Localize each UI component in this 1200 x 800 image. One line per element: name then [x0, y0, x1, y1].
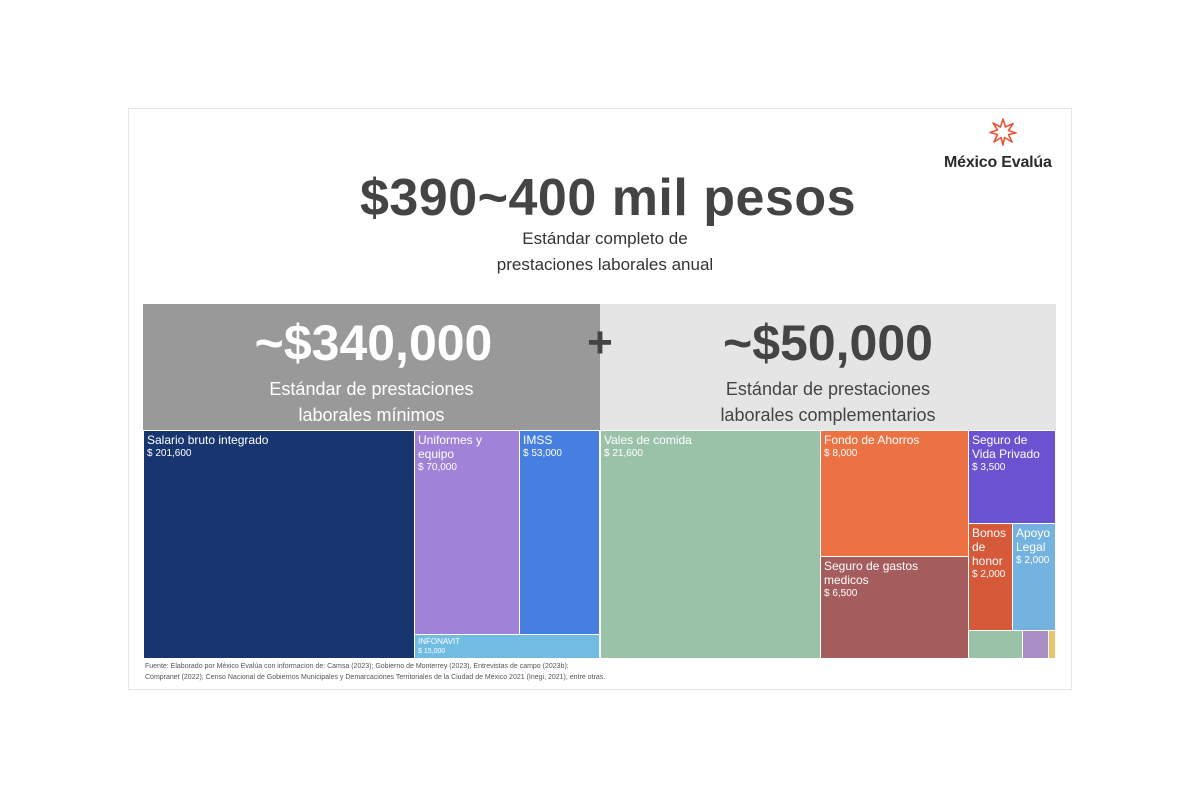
treemap-cell-label: Apoyo Legal: [1016, 526, 1051, 554]
treemap-cell-unlabeled-6: [968, 630, 1023, 659]
treemap-cell-value: $ 53,000: [523, 448, 562, 459]
star-burst-icon: [989, 118, 1017, 146]
treemap-cell-label: Vales de comida: [604, 433, 692, 447]
complementary-benefits-band: ~$50,000 Estándar de prestaciones labora…: [600, 304, 1056, 430]
treemap-cell-value: $ 2,000: [972, 569, 1006, 580]
treemap-cell-value: $ 2,000: [1016, 555, 1050, 566]
complementary-label-line-2: laborales complementarios: [720, 405, 936, 425]
treemap-cell-label: Salario bruto integrado: [147, 433, 269, 447]
page-subtitle: Estándar completo de prestaciones labora…: [400, 226, 810, 278]
complementary-benefits-label: Estándar de prestaciones laborales compl…: [600, 376, 1056, 428]
treemap-cell-value: $ 8,000: [824, 448, 858, 459]
brand-name: México Evalúa: [944, 154, 1052, 171]
treemap-cell-vales-de-comida: Vales de comida $ 21,600: [600, 430, 821, 659]
minimum-benefits-total: ~$340,000: [254, 315, 493, 371]
treemap-cell-label: Uniformes y equipo: [418, 433, 483, 461]
brand-logo: México Evalúa: [944, 118, 1062, 174]
treemap-cell-imss: IMSS $ 53,000: [519, 430, 600, 635]
minimum-benefits-band: ~$340,000 Estándar de prestaciones labor…: [143, 304, 600, 430]
subtitle-line-1: Estándar completo de: [522, 229, 688, 248]
treemap-cell-label: INFONAVIT: [418, 637, 461, 646]
treemap-cell-value: $ 70,000: [418, 462, 457, 473]
treemap-cell-fondo-de-ahorros: Fondo de Ahorros $ 8,000: [820, 430, 969, 557]
treemap-cell-label: Seguro de gastos medicos: [824, 559, 919, 587]
plus-operator: +: [587, 318, 613, 367]
subtitle-line-2: prestaciones laborales anual: [496, 255, 714, 274]
treemap-cell-label: Seguro de Vida Privado: [972, 433, 1040, 461]
minimum-label-line-1: Estándar de prestaciones: [269, 379, 474, 399]
source-line-1: Fuente: Elaborado por México Evalúa con …: [145, 663, 569, 670]
treemap-cell-value: $ 201,600: [147, 448, 192, 459]
source-note: Fuente: Elaborado por México Evalúa con …: [145, 661, 1045, 683]
page-title: $390~400 mil pesos: [359, 169, 857, 227]
treemap-cell-value: $ 21,600: [604, 448, 643, 459]
treemap-cell-value: $ 15,000: [418, 648, 446, 655]
treemap-cell-bonos-de-honor: Bonos de honor $ 2,000: [968, 523, 1013, 631]
treemap-cell-unlabeled-8: [1048, 630, 1056, 659]
treemap-cell-uniformes-y-equipo: Uniformes y equipo $ 70,000: [414, 430, 520, 635]
complementary-label-line-1: Estándar de prestaciones: [725, 379, 931, 399]
treemap-cell-label: IMSS: [523, 433, 553, 447]
minimum-benefits-label: Estándar de prestaciones laborales mínim…: [143, 376, 600, 428]
treemap-cell-infonavit: INFONAVIT $ 15,000: [414, 634, 600, 659]
minimum-label-line-2: laborales mínimos: [298, 405, 445, 425]
treemap-cell-label: Bonos de honor: [972, 526, 1007, 568]
treemap-cell-value: $ 6,500: [824, 588, 858, 599]
source-line-2: Compranet (2022); Censo Nacional de Gobi…: [145, 674, 606, 681]
treemap-cell-label: Fondo de Ahorros: [824, 433, 920, 447]
complementary-benefits-total: ~$50,000: [723, 315, 933, 371]
treemap-cell-salario-bruto-integrado: Salario bruto integrado $ 201,600: [143, 430, 415, 659]
treemap-cell-seguro-de-vida-privado: Seguro de Vida Privado $ 3,500: [968, 430, 1056, 524]
treemap-cell-seguro-de-gastos-medicos: Seguro de gastos medicos $ 6,500: [820, 556, 969, 659]
treemap-cell-apoyo-legal: Apoyo Legal $ 2,000: [1012, 523, 1056, 631]
treemap-cell-unlabeled-7: [1022, 630, 1049, 659]
treemap-cell-value: $ 3,500: [972, 462, 1006, 473]
